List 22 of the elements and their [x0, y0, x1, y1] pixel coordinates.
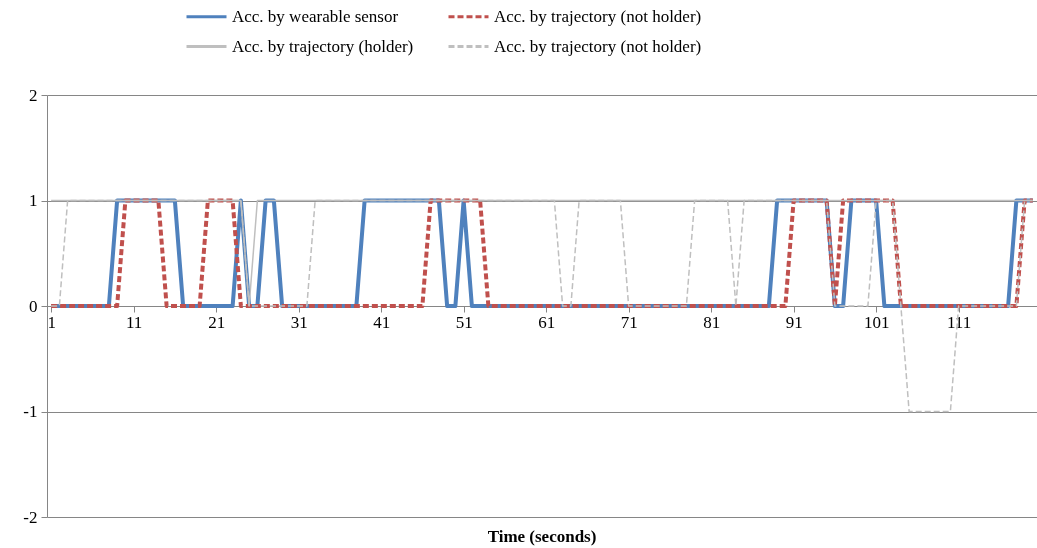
x-tick-label: 41 [373, 312, 391, 332]
y-tick-label: 2 [29, 85, 38, 105]
x-tick-label: 71 [620, 312, 638, 332]
legend-label: Acc. by trajectory (not holder) [494, 6, 702, 26]
x-tick-label: 31 [290, 312, 308, 332]
y-tick-label: 1 [29, 191, 38, 210]
y-tick-label: 0 [29, 296, 38, 316]
y-tick-label: -2 [23, 507, 38, 527]
legend-label: Acc. by wearable sensor [232, 6, 399, 26]
x-tick-label: 61 [538, 312, 556, 332]
x-tick-label: 91 [785, 312, 803, 332]
x-tick-label: 11 [125, 312, 143, 332]
x-tick-label: 51 [455, 312, 473, 332]
x-tick-label: 1 [47, 312, 56, 332]
x-tick-label: 111 [947, 312, 972, 332]
y-tick-label: -1 [23, 402, 38, 421]
x-tick-label: 81 [703, 312, 721, 332]
x-tick-label: 21 [208, 312, 226, 332]
x-axis-title: Time (seconds) [487, 527, 597, 546]
x-tick-label: 101 [863, 312, 890, 332]
legend-label: Acc. by trajectory (not holder) [494, 36, 702, 56]
legend-label: Acc. by trajectory (holder) [232, 36, 414, 56]
